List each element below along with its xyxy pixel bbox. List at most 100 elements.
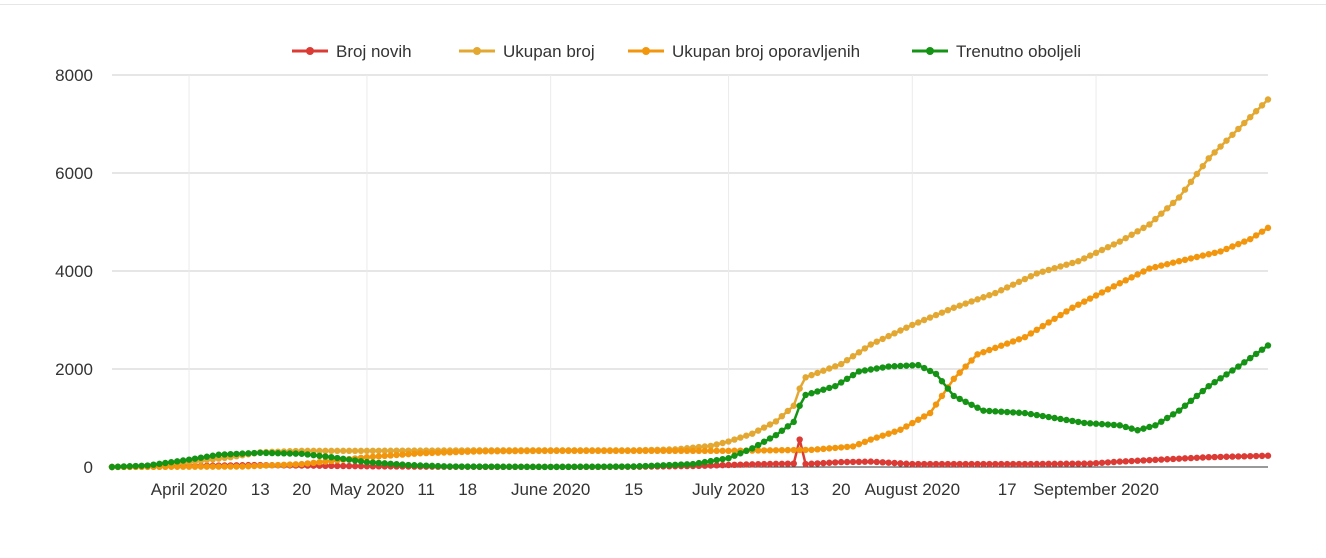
data-point [1217,248,1224,255]
data-point [286,461,294,468]
data-point [618,463,626,470]
data-point [1205,155,1212,162]
data-point [808,371,815,379]
data-point [150,461,157,468]
legend-item[interactable]: Broj novih [292,42,412,61]
data-point [1098,246,1106,254]
data-point [1003,408,1011,416]
data-point [1205,382,1212,390]
data-point [624,447,631,455]
data-point [1211,379,1218,386]
data-point [351,462,359,470]
data-point [399,451,406,458]
data-point [861,367,869,374]
data-point [292,450,299,457]
data-point [926,460,934,468]
series-line [111,226,1269,469]
data-point [855,368,863,375]
data-point [405,461,412,469]
data-point [1110,421,1118,429]
data-point [944,385,952,392]
data-point [1264,224,1272,232]
data-point [986,460,993,468]
legend-item[interactable]: Ukupan broj [459,42,595,61]
legend-item[interactable]: Trenutno oboljeli [912,42,1081,61]
data-point [162,459,169,467]
data-point [280,461,288,468]
data-point [298,460,305,468]
data-point [1158,210,1165,217]
data-point [322,447,329,455]
legend-item[interactable]: Ukupan broj oporavljenih [628,42,860,61]
data-point [968,401,975,408]
data-point [642,447,649,455]
data-point [511,463,519,470]
data-point [1158,456,1165,463]
data-point [345,447,353,455]
data-point [713,456,720,464]
data-point [1057,415,1064,423]
data-point [494,463,501,470]
data-point [340,455,347,463]
data-point [737,461,744,468]
data-point [476,448,483,455]
data-point [1116,422,1123,429]
data-point [1021,275,1029,283]
data-point [956,460,963,468]
data-point [986,407,993,415]
data-point [808,390,815,397]
data-point [713,441,720,448]
data-point [689,447,697,455]
data-point [778,447,786,454]
data-point [1063,416,1070,424]
legend-swatch-dot [306,47,314,55]
data-point [932,311,940,319]
data-point [814,460,821,467]
data-point [849,371,857,379]
data-point [523,463,531,471]
data-point [588,447,596,455]
data-point [227,450,234,458]
data-point [559,463,566,471]
data-point [541,447,548,455]
data-point [1187,454,1195,462]
data-point [891,428,898,435]
data-point [920,460,928,468]
data-point [529,447,537,455]
data-point [731,436,738,443]
data-point [802,374,809,381]
data-point [1081,460,1088,467]
data-point [1241,119,1248,127]
data-point [962,398,969,406]
data-point [1063,308,1070,315]
data-point [1015,278,1023,286]
data-point [381,460,388,467]
data-point [262,449,270,457]
data-point [980,460,987,468]
data-point [1122,234,1129,242]
data-point [411,450,418,457]
data-point [802,446,809,454]
data-point [1140,457,1147,464]
data-point [849,443,857,450]
data-point [1146,265,1153,272]
data-point [1116,458,1123,465]
data-point [452,463,460,470]
data-point [203,453,211,460]
data-point [790,446,797,454]
data-point [630,447,637,455]
data-point [446,463,454,470]
data-point [772,447,780,454]
data-point [992,408,999,415]
data-point [962,363,969,370]
data-point [1181,186,1189,193]
data-point [1051,414,1058,422]
data-point [879,459,886,466]
data-point [571,447,578,455]
data-point [725,438,732,445]
data-point [861,345,869,352]
data-point [790,460,797,467]
data-point [1175,194,1183,201]
data-point [1003,460,1011,468]
data-point [879,432,886,439]
